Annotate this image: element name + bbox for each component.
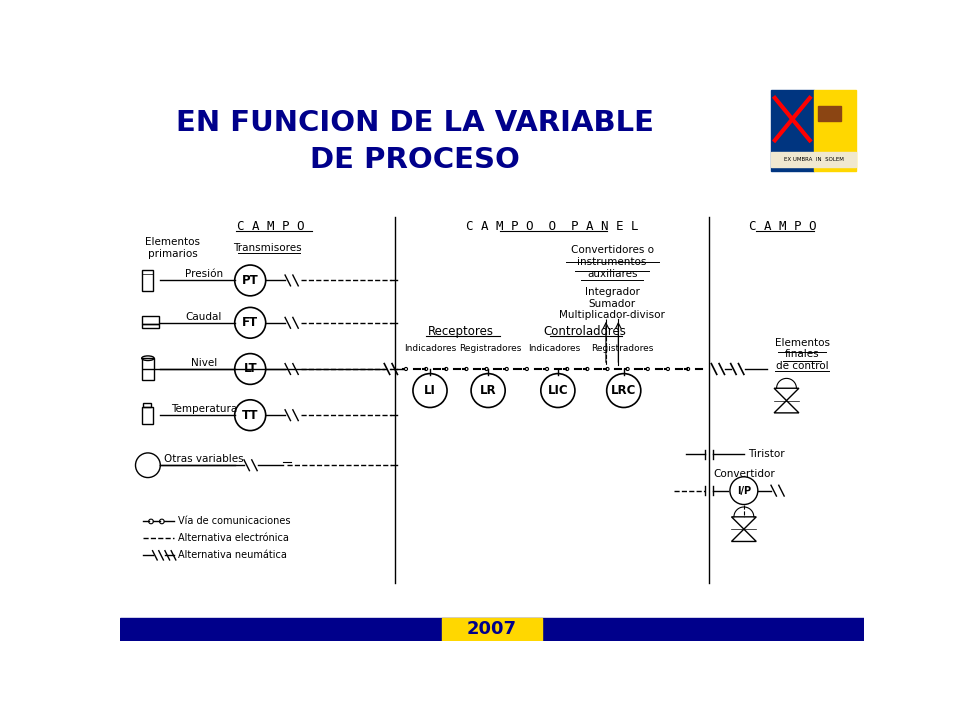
Text: C A M P O: C A M P O <box>749 220 816 233</box>
Text: Registradores: Registradores <box>459 343 521 353</box>
Text: LI: LI <box>424 384 436 397</box>
Bar <box>771 152 856 167</box>
Text: Controladores: Controladores <box>543 325 627 338</box>
Text: I/P: I/P <box>737 486 751 495</box>
Text: Nivel: Nivel <box>191 358 217 368</box>
Circle shape <box>413 374 447 408</box>
Text: Caudal: Caudal <box>185 312 222 322</box>
Text: TT: TT <box>242 409 258 422</box>
Circle shape <box>540 374 575 408</box>
Text: Indicadores: Indicadores <box>404 343 456 353</box>
Bar <box>771 90 814 171</box>
Text: LT: LT <box>244 362 257 376</box>
Text: Integrador
Sumador
Multiplicador-divisor: Integrador Sumador Multiplicador-divisor <box>559 287 665 320</box>
Text: Alternativa electrónica: Alternativa electrónica <box>179 534 289 544</box>
Text: LR: LR <box>480 384 496 397</box>
Bar <box>120 618 864 641</box>
Text: Tiristor: Tiristor <box>748 449 784 459</box>
Circle shape <box>234 400 266 431</box>
Text: Elementos
primarios: Elementos primarios <box>145 238 201 259</box>
Text: EX UMBRA  IN  SOLEM: EX UMBRA IN SOLEM <box>783 157 844 162</box>
Text: 2007: 2007 <box>467 620 517 638</box>
Circle shape <box>234 265 266 296</box>
Text: Presión: Presión <box>184 269 223 279</box>
Text: PT: PT <box>242 274 258 287</box>
Text: Indicadores: Indicadores <box>528 343 580 353</box>
Circle shape <box>471 374 505 408</box>
Text: LIC: LIC <box>547 384 568 397</box>
Circle shape <box>234 354 266 384</box>
Bar <box>142 316 158 323</box>
Text: Registradores: Registradores <box>591 343 654 353</box>
Text: Transmisores: Transmisores <box>233 243 301 253</box>
Bar <box>818 106 841 121</box>
Bar <box>142 407 153 423</box>
Circle shape <box>234 307 266 338</box>
Bar <box>142 270 153 291</box>
Text: Convertidores o
instrumentos
auxiliares: Convertidores o instrumentos auxiliares <box>570 246 654 279</box>
Text: DE PROCESO: DE PROCESO <box>309 145 519 174</box>
Circle shape <box>607 374 641 408</box>
Bar <box>442 618 542 641</box>
Bar <box>142 359 155 379</box>
Circle shape <box>730 477 757 505</box>
Text: EN FUNCION DE LA VARIABLE: EN FUNCION DE LA VARIABLE <box>176 109 654 138</box>
Bar <box>143 403 151 408</box>
Text: Temperatura: Temperatura <box>171 404 237 414</box>
Text: Alternativa neumática: Alternativa neumática <box>179 550 287 560</box>
Text: Vía de comunicaciones: Vía de comunicaciones <box>179 516 291 526</box>
Bar <box>142 324 158 328</box>
Bar <box>814 90 856 171</box>
Text: Otras variables: Otras variables <box>164 454 244 464</box>
Text: Elementos
finales
de control: Elementos finales de control <box>775 338 829 371</box>
Text: Receptores: Receptores <box>428 325 494 338</box>
Text: C A M P O  O  P A N E L: C A M P O O P A N E L <box>467 220 638 233</box>
Text: Convertidor: Convertidor <box>713 469 775 479</box>
Text: FT: FT <box>242 316 258 329</box>
Text: C A M P O: C A M P O <box>237 220 305 233</box>
Text: LRC: LRC <box>612 384 636 397</box>
